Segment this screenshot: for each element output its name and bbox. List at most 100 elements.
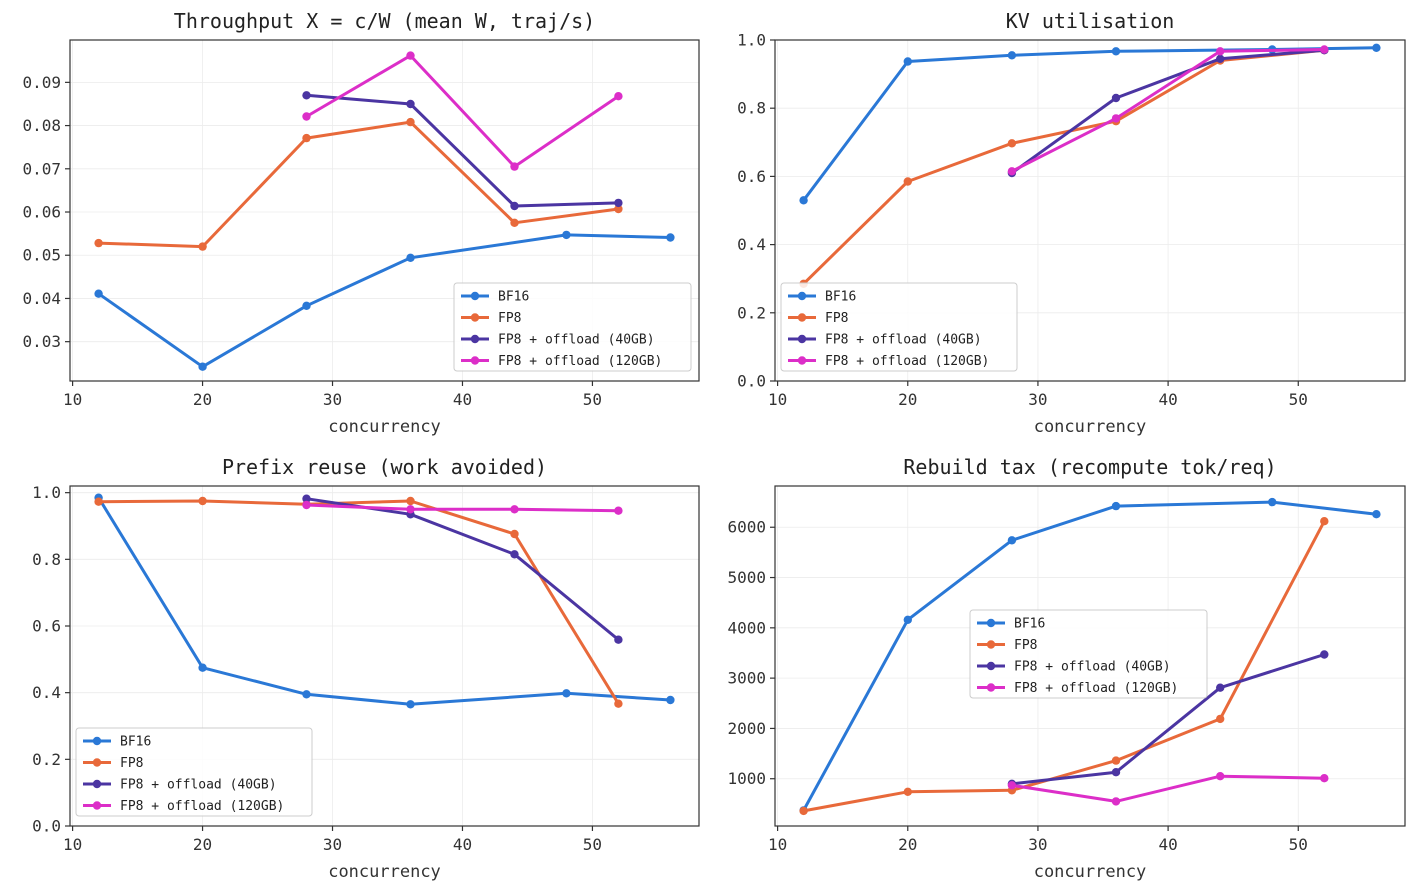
plot-frame xyxy=(69,39,700,382)
data-point-fp8-offload-40gb xyxy=(1111,93,1121,103)
data-point-fp8 xyxy=(510,218,519,227)
data-point-fp8-offload-120gb xyxy=(1216,772,1225,781)
series-line-bf16 xyxy=(97,233,672,369)
y-tick-label: 0.05 xyxy=(22,246,61,265)
data-point-fp8-offload-120gb xyxy=(614,506,623,515)
data-point-fp8-offload-120gb xyxy=(510,505,519,514)
legend: BF16 FP8 FP8 + offload (40GB) FP8 + offload… xyxy=(780,282,1018,372)
data-point-fp8 xyxy=(614,204,623,214)
y-tick-label: 1.0 xyxy=(32,483,61,502)
data-point-bf16 xyxy=(1372,43,1381,52)
x-tick-label: 10 xyxy=(63,390,82,409)
x-tick-label: 20 xyxy=(193,390,212,409)
legend-label-bf16: BF16 xyxy=(1014,617,1045,632)
series-line-fp8-offload-120gb xyxy=(305,54,620,169)
plot-frame xyxy=(69,485,700,827)
legend-marker-bf16 xyxy=(797,291,807,301)
x-tick-label: 10 xyxy=(768,390,787,409)
legend-label-fp8-offload-120gb: FP8 + offload (120GB) xyxy=(825,354,989,369)
y-tick-label: 2000 xyxy=(727,719,766,738)
y-tick-label: 1000 xyxy=(727,769,766,788)
x-tick-label: 40 xyxy=(453,835,472,854)
data-point-fp8-offload-120gb xyxy=(1111,114,1121,123)
plot-frame xyxy=(774,39,1406,382)
chart-title: Rebuild tax (recompute tok/req) xyxy=(903,455,1276,479)
series-line-fp8-offload-120gb xyxy=(305,503,620,513)
series-line-fp8-offload-120gb xyxy=(1010,774,1326,803)
data-point-fp8 xyxy=(302,133,311,143)
legend-marker-bf16 xyxy=(986,618,996,628)
legend-marker-fp8-offload-120gb xyxy=(92,801,102,810)
data-point-fp8-offload-120gb xyxy=(1320,45,1329,54)
data-point-fp8-offload-40gb xyxy=(1111,768,1121,777)
y-tick-label: 0.08 xyxy=(22,116,61,135)
data-point-fp8-offload-120gb xyxy=(1007,167,1017,176)
x-tick-label: 50 xyxy=(1289,835,1308,854)
x-tick-label: 30 xyxy=(323,390,342,409)
data-point-fp8 xyxy=(903,177,912,186)
data-point-fp8 xyxy=(903,787,912,796)
y-tick-label: 0.04 xyxy=(22,289,61,308)
data-point-bf16 xyxy=(666,695,675,705)
data-point-fp8-offload-120gb xyxy=(1111,797,1121,806)
legend-label-fp8: FP8 xyxy=(498,311,521,326)
y-tick-label: 0.0 xyxy=(737,372,766,391)
plot-frame xyxy=(774,485,1406,827)
y-tick-label: 0.6 xyxy=(32,617,61,636)
data-point-bf16 xyxy=(1372,510,1381,519)
x-axis-label: concurrency xyxy=(1034,862,1147,882)
legend-marker-fp8-offload-40gb xyxy=(92,779,102,789)
data-point-fp8 xyxy=(406,496,415,506)
x-tick-label: 30 xyxy=(1028,390,1047,409)
y-tick-label: 4000 xyxy=(727,618,766,637)
data-point-fp8-offload-120gb xyxy=(406,51,415,60)
data-point-fp8-offload-120gb xyxy=(1216,47,1225,56)
legend-label-fp8: FP8 xyxy=(1014,638,1037,653)
data-point-bf16 xyxy=(1007,51,1017,60)
x-tick-label: 20 xyxy=(193,835,212,854)
data-point-fp8-offload-120gb xyxy=(614,92,623,101)
legend-label-fp8-offload-40gb: FP8 + offload (40GB) xyxy=(825,333,982,348)
x-axis-label: concurrency xyxy=(328,417,441,437)
legend-marker-fp8 xyxy=(92,758,102,767)
data-point-bf16 xyxy=(1007,536,1017,545)
data-point-fp8 xyxy=(1007,139,1017,148)
legend: BF16 FP8 FP8 + offload (40GB) FP8 + offload… xyxy=(969,609,1208,699)
y-tick-label: 5000 xyxy=(727,568,766,587)
x-tick-label: 30 xyxy=(323,835,342,854)
legend-label-fp8: FP8 xyxy=(120,756,143,771)
series-line-fp8-offload-40gb xyxy=(305,93,620,208)
data-point-fp8 xyxy=(614,699,623,708)
data-point-fp8-offload-40gb xyxy=(510,201,519,211)
x-tick-label: 20 xyxy=(898,390,917,409)
legend-label-bf16: BF16 xyxy=(825,290,856,305)
legend-marker-fp8 xyxy=(986,640,996,649)
legend-label-fp8-offload-40gb: FP8 + offload (40GB) xyxy=(120,778,277,793)
legend-label-fp8-offload-40gb: FP8 + offload (40GB) xyxy=(1014,660,1171,675)
series-line-fp8 xyxy=(802,519,1326,813)
legend-marker-fp8-offload-120gb xyxy=(797,356,807,365)
legend-label-fp8-offload-120gb: FP8 + offload (120GB) xyxy=(1014,681,1178,696)
data-point-fp8 xyxy=(198,242,207,251)
data-point-bf16 xyxy=(302,690,311,699)
x-axis-label: concurrency xyxy=(328,862,441,882)
legend-label-fp8-offload-120gb: FP8 + offload (120GB) xyxy=(498,354,662,369)
chart-panel-1: 10 20 30 40 50 0.03 0.04 0.05 0.06 0.07 0.08 0.09 Th… xyxy=(22,9,700,437)
data-point-bf16 xyxy=(1111,501,1121,511)
y-tick-label: 0.4 xyxy=(32,683,61,702)
data-point-bf16 xyxy=(666,233,675,242)
legend-label-bf16: BF16 xyxy=(498,290,529,305)
chart-title: Throughput X = c/W (mean W, traj/s) xyxy=(174,9,595,33)
y-tick-label: 1.0 xyxy=(737,31,766,50)
y-tick-label: 0.2 xyxy=(737,303,766,322)
data-point-fp8-offload-40gb xyxy=(302,494,311,503)
chart-title: Prefix reuse (work avoided) xyxy=(222,455,547,479)
legend-marker-fp8-offload-40gb xyxy=(986,661,996,671)
data-point-fp8-offload-120gb xyxy=(302,500,311,510)
legend-box xyxy=(780,282,1018,372)
data-point-bf16 xyxy=(799,196,808,205)
x-tick-label: 30 xyxy=(1028,835,1047,854)
chart-panel-4: 10 20 30 40 50 1000 2000 3000 4000 5000 6000 Rebuil… xyxy=(727,455,1406,882)
legend-box xyxy=(969,609,1208,699)
data-point-fp8 xyxy=(94,238,103,248)
